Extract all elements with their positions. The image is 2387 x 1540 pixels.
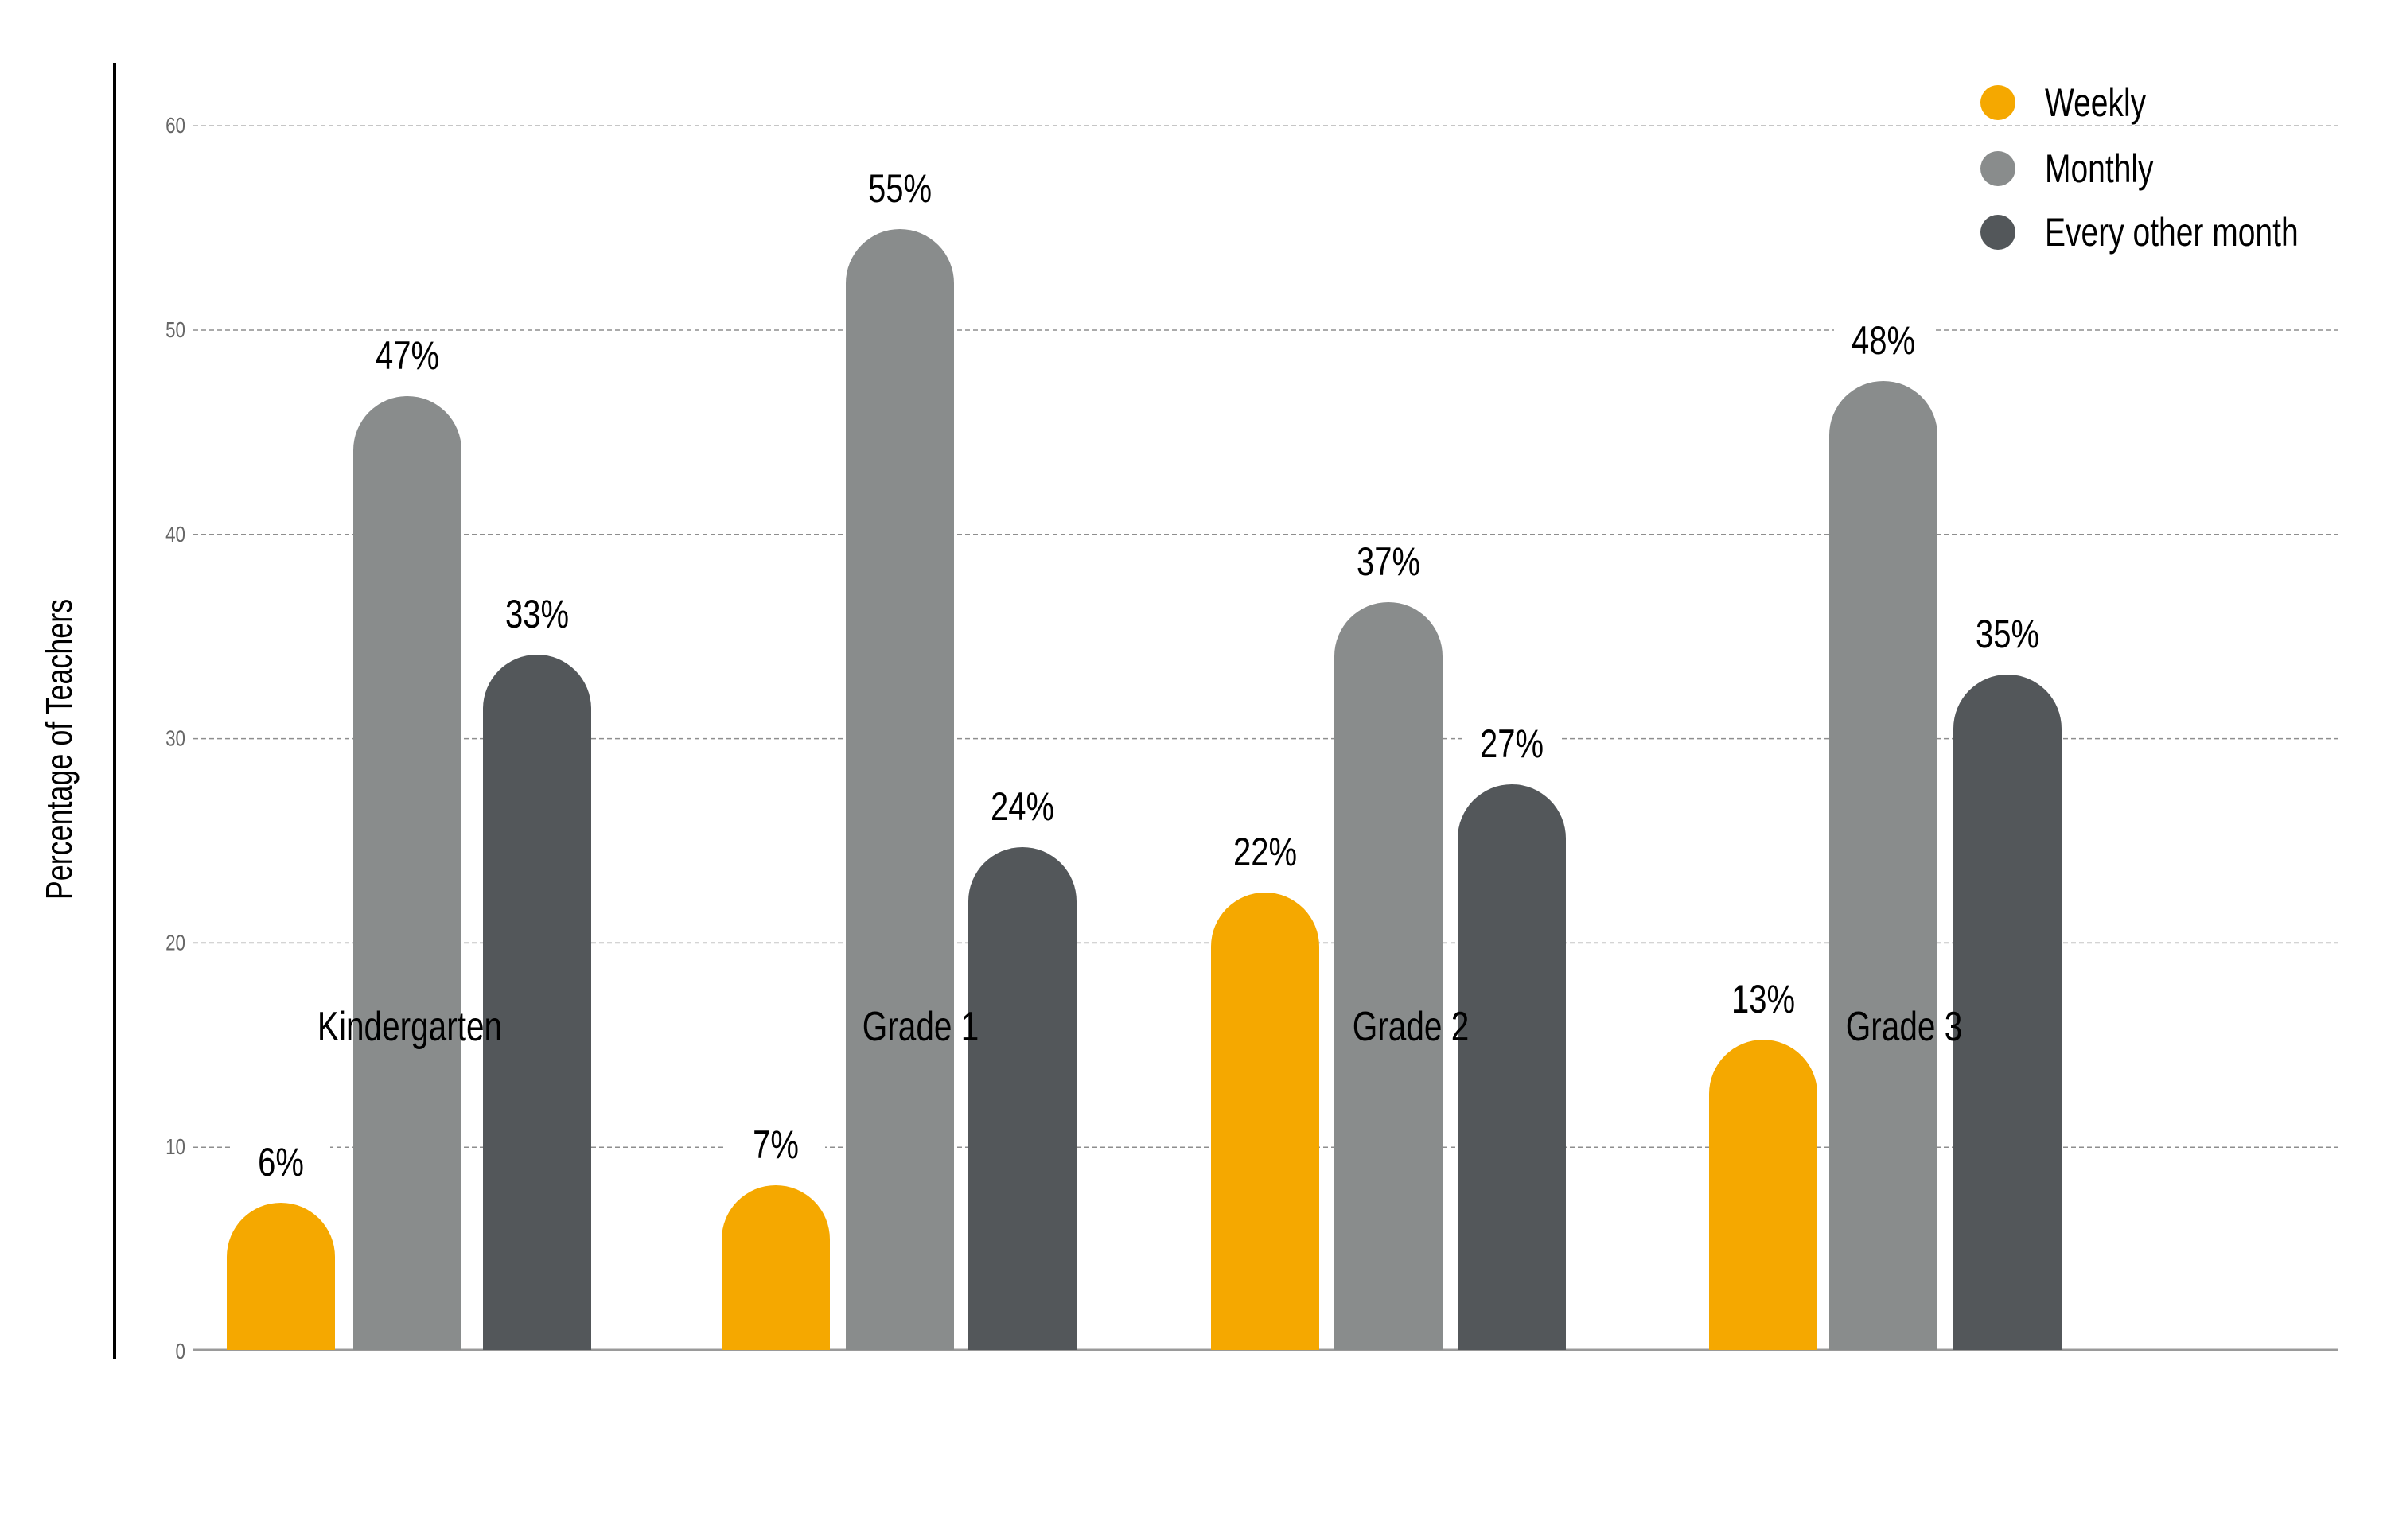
y-tick-label: 20	[165, 931, 185, 955]
category-label: Grade 3	[1846, 1003, 1963, 1049]
y-tick-label: 50	[165, 318, 185, 343]
label-backdrop	[358, 334, 457, 375]
label-backdrop	[1714, 978, 1813, 1019]
y-tick-label: 0	[176, 1340, 185, 1364]
label-backdrop	[1339, 540, 1438, 581]
legend-label: Weekly	[2045, 80, 2147, 125]
value-label: 47%	[376, 333, 439, 378]
legend-label: Monthly	[2045, 146, 2154, 191]
value-label: 22%	[1233, 830, 1297, 874]
label-backdrop	[1216, 830, 1314, 872]
bar-monthly	[846, 229, 954, 1350]
bar-every-other-month	[483, 655, 591, 1350]
bar-every-other-month	[968, 847, 1077, 1350]
value-label: 33%	[505, 592, 569, 636]
bar-monthly	[353, 396, 461, 1350]
bar-monthly	[1334, 602, 1443, 1350]
value-label: 13%	[1731, 977, 1795, 1021]
legend-swatch-every-other-month	[1980, 215, 2015, 250]
value-label: 24%	[991, 784, 1054, 829]
bar-weekly	[1211, 892, 1319, 1350]
label-backdrop	[973, 785, 1072, 826]
bar-monthly	[1829, 381, 1937, 1350]
value-label: 7%	[753, 1122, 799, 1167]
y-tick-label: 60	[165, 114, 185, 138]
value-label: 35%	[1976, 612, 2039, 656]
bar-every-other-month	[1953, 675, 2062, 1350]
label-backdrop	[488, 593, 586, 634]
label-backdrop	[851, 167, 949, 208]
category-label: Kindergarten	[317, 1003, 502, 1049]
bar-weekly	[227, 1203, 335, 1350]
bars	[227, 229, 2062, 1350]
label-backdrop	[726, 1123, 825, 1165]
label-backdrop	[232, 1141, 330, 1182]
x-axis-category-labels: Kindergarten Grade 1 Grade 2 Grade 3	[317, 1003, 1962, 1049]
category-label: Grade 2	[1353, 1003, 1470, 1049]
y-tick-label: 10	[165, 1135, 185, 1160]
legend-swatch-weekly	[1980, 85, 2015, 120]
value-label: 55%	[868, 166, 932, 211]
category-label: Grade 1	[863, 1003, 979, 1049]
value-labels: 6% 47% 33% 7% 55% 24% 22% 37% 27% 13% 48% 35%	[232, 166, 2057, 1184]
bar-every-other-month	[1458, 784, 1566, 1350]
y-tick-label: 30	[165, 726, 185, 751]
bar-weekly	[1709, 1040, 1817, 1350]
value-label: 6%	[258, 1140, 304, 1184]
label-backdrop	[1462, 722, 1561, 764]
value-label: 48%	[1852, 318, 1915, 363]
y-tick-label: 40	[165, 523, 185, 547]
legend-swatch-monthly	[1980, 151, 2015, 186]
bar-weekly	[722, 1185, 830, 1350]
label-backdrop	[1834, 319, 1933, 360]
value-label: 37%	[1357, 539, 1420, 584]
value-label: 27%	[1480, 721, 1544, 766]
y-axis-title: Percentage of Teachers	[38, 598, 80, 900]
label-backdrop	[1958, 612, 2057, 654]
legend-label: Every other month	[2045, 210, 2299, 255]
